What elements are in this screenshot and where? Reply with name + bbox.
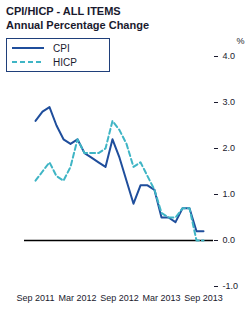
svg-text:0.0: 0.0 — [223, 235, 236, 245]
svg-text:Mar 2013: Mar 2013 — [142, 293, 180, 303]
html-text:CPI: CPI — [53, 42, 70, 54]
html-text:CPI/HICP - ALL ITEMS: CPI/HICP - ALL ITEMS — [6, 5, 121, 17]
html-text:Annual Percentage Change: Annual Percentage Change — [6, 19, 149, 31]
svg-text:Sep 2011: Sep 2011 — [17, 293, 55, 303]
svg-text:-1.0: -1.0 — [223, 281, 239, 291]
svg-text:2.0: 2.0 — [223, 143, 236, 153]
svg-text:Sep 2012: Sep 2012 — [100, 293, 139, 303]
svg-text:Sep 2013: Sep 2013 — [184, 293, 223, 303]
svg-text:3.0: 3.0 — [223, 97, 236, 107]
svg-text:%: % — [236, 36, 244, 46]
html-text:HICP: HICP — [53, 56, 77, 68]
svg-text:1.0: 1.0 — [223, 189, 236, 199]
svg-text:Mar 2012: Mar 2012 — [58, 293, 96, 303]
svg-text:4.0: 4.0 — [223, 51, 236, 61]
